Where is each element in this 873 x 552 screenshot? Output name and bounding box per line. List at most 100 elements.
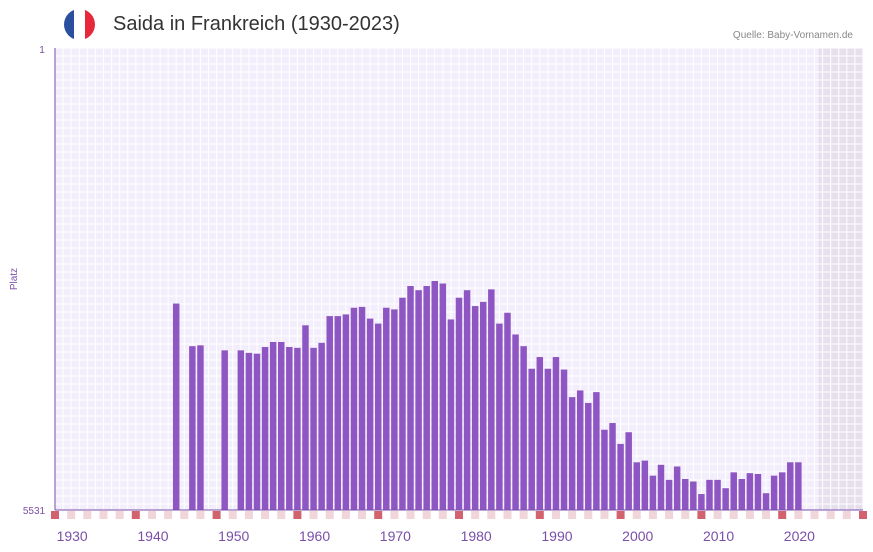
- bar-2010: [714, 479, 721, 510]
- x-tick-minor: [745, 511, 754, 519]
- bar-2018: [778, 472, 786, 510]
- x-tick-minor: [810, 511, 819, 519]
- x-tick-minor: [551, 511, 560, 519]
- bar-2012: [730, 472, 737, 510]
- bar-1977: [447, 319, 455, 510]
- x-tick-minor: [842, 511, 851, 519]
- x-tick-minor: [67, 511, 76, 519]
- x-tick-minor: [600, 511, 609, 519]
- future-shade: [818, 48, 863, 510]
- bar-1980: [471, 306, 479, 510]
- bar-1956: [278, 341, 285, 510]
- bar-1966: [358, 306, 366, 510]
- bar-2020: [795, 462, 802, 510]
- x-tick-minor: [99, 511, 108, 519]
- bar-1955: [269, 341, 277, 510]
- x-tick-minor: [438, 511, 447, 519]
- x-tick-major: [51, 511, 59, 519]
- bar-1958: [294, 347, 301, 510]
- flag-stripe-white: [74, 9, 85, 40]
- bar-1960: [310, 347, 317, 510]
- x-tick-minor: [568, 511, 577, 519]
- x-tick-label-1990: 1990: [541, 528, 572, 544]
- bar-1997: [609, 423, 616, 510]
- bar-1994: [585, 402, 592, 510]
- bar-2003: [657, 464, 665, 510]
- x-tick-minor: [228, 511, 237, 519]
- x-tick-minor: [519, 511, 528, 519]
- x-tick-minor: [648, 511, 657, 519]
- x-tick-minor: [196, 511, 205, 519]
- bar-2000: [633, 462, 640, 510]
- bar-1949: [221, 350, 228, 510]
- bar-1962: [326, 316, 333, 510]
- x-tick-minor: [147, 511, 156, 519]
- bar-2006: [682, 479, 689, 510]
- bar-1943: [172, 303, 180, 510]
- bar-1991: [560, 369, 568, 510]
- bar-2019: [787, 462, 794, 510]
- x-tick-minor: [471, 511, 480, 519]
- bar-1963: [334, 316, 342, 510]
- x-tick-minor: [406, 511, 415, 519]
- x-tick-major: [859, 511, 867, 519]
- bar-2011: [722, 488, 729, 510]
- x-tick-major: [293, 511, 302, 519]
- bar-1999: [625, 432, 632, 510]
- bar-2008: [698, 494, 705, 510]
- bar-1989: [544, 368, 552, 510]
- x-tick-minor: [358, 511, 367, 519]
- bar-1984: [504, 312, 511, 510]
- y-bottom-label: 5531: [23, 506, 46, 517]
- x-tick-major: [455, 511, 463, 519]
- x-tick-minor: [422, 511, 431, 519]
- bar-1993: [576, 390, 584, 510]
- bar-1954: [261, 347, 269, 510]
- x-tick-label-1950: 1950: [218, 528, 249, 544]
- bar-1982: [488, 289, 495, 510]
- x-tick-label-1930: 1930: [57, 528, 88, 544]
- x-tick-minor: [115, 511, 124, 519]
- y-axis-label: Platz: [9, 268, 20, 290]
- bar-2009: [706, 479, 713, 510]
- bar-1975: [431, 281, 438, 510]
- bar-1992: [568, 397, 576, 510]
- x-tick-minor: [261, 511, 270, 519]
- x-tick-minor: [729, 511, 738, 519]
- x-tick-minor: [681, 511, 690, 519]
- bar-1987: [528, 368, 535, 510]
- x-tick-major: [212, 511, 221, 519]
- bar-1998: [617, 443, 624, 510]
- bar-1988: [536, 357, 544, 510]
- bar-2004: [665, 479, 673, 510]
- bar-2014: [746, 473, 754, 510]
- y-top-label: 1: [39, 45, 45, 56]
- x-tick-minor: [665, 511, 674, 519]
- source-label: Quelle: Baby-Vornamen.de: [732, 30, 853, 41]
- bar-1945: [189, 346, 196, 510]
- x-tick-minor: [180, 511, 189, 519]
- x-tick-minor: [762, 511, 771, 519]
- x-tick-label-1960: 1960: [299, 528, 330, 544]
- bar-1990: [552, 357, 560, 510]
- bar-1978: [455, 297, 463, 510]
- bar-1972: [407, 286, 414, 510]
- x-tick-minor: [826, 511, 835, 519]
- bars: [172, 281, 802, 510]
- bar-2005: [673, 466, 681, 510]
- bar-1995: [593, 392, 600, 510]
- bar-1974: [423, 286, 430, 510]
- x-tick-label-2020: 2020: [784, 528, 815, 544]
- x-tick-labels: 1930 1940 1950 1960 1970 1980 1990 2000 2010 2020: [57, 528, 816, 544]
- bar-1976: [439, 283, 447, 510]
- bar-2017: [770, 475, 778, 510]
- bar-2007: [690, 481, 697, 510]
- bar-1946: [197, 345, 204, 510]
- flag-stripe-blue: [64, 9, 75, 40]
- bar-2015: [754, 473, 762, 510]
- x-tick-major: [535, 511, 544, 519]
- x-tick-minor: [503, 511, 512, 519]
- x-tick-markers: [51, 511, 867, 519]
- bar-1968: [374, 323, 382, 510]
- bar-1973: [415, 290, 422, 510]
